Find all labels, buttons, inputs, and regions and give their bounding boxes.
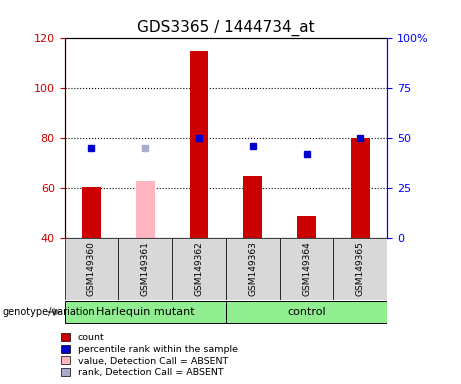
Text: GSM149365: GSM149365 — [356, 242, 365, 296]
Bar — [136, 180, 154, 238]
Bar — [82, 187, 101, 238]
Title: GDS3365 / 1444734_at: GDS3365 / 1444734_at — [137, 20, 315, 36]
Bar — [351, 138, 370, 238]
Legend: count, percentile rank within the sample, value, Detection Call = ABSENT, rank, : count, percentile rank within the sample… — [57, 329, 242, 381]
Bar — [226, 301, 387, 323]
Bar — [172, 238, 226, 300]
Bar — [118, 238, 172, 300]
Text: GSM149360: GSM149360 — [87, 242, 96, 296]
Text: Harlequin mutant: Harlequin mutant — [96, 307, 195, 317]
Bar — [333, 238, 387, 300]
Text: genotype/variation: genotype/variation — [2, 307, 95, 317]
Bar — [65, 301, 226, 323]
Bar — [226, 238, 280, 300]
Text: control: control — [287, 307, 326, 317]
Text: GSM149362: GSM149362 — [195, 242, 203, 296]
Bar — [243, 176, 262, 238]
Bar — [297, 216, 316, 238]
Bar — [189, 51, 208, 238]
Bar — [65, 238, 118, 300]
Bar — [280, 238, 333, 300]
Text: GSM149361: GSM149361 — [141, 242, 150, 296]
Text: GSM149363: GSM149363 — [248, 242, 257, 296]
Text: GSM149364: GSM149364 — [302, 242, 311, 296]
